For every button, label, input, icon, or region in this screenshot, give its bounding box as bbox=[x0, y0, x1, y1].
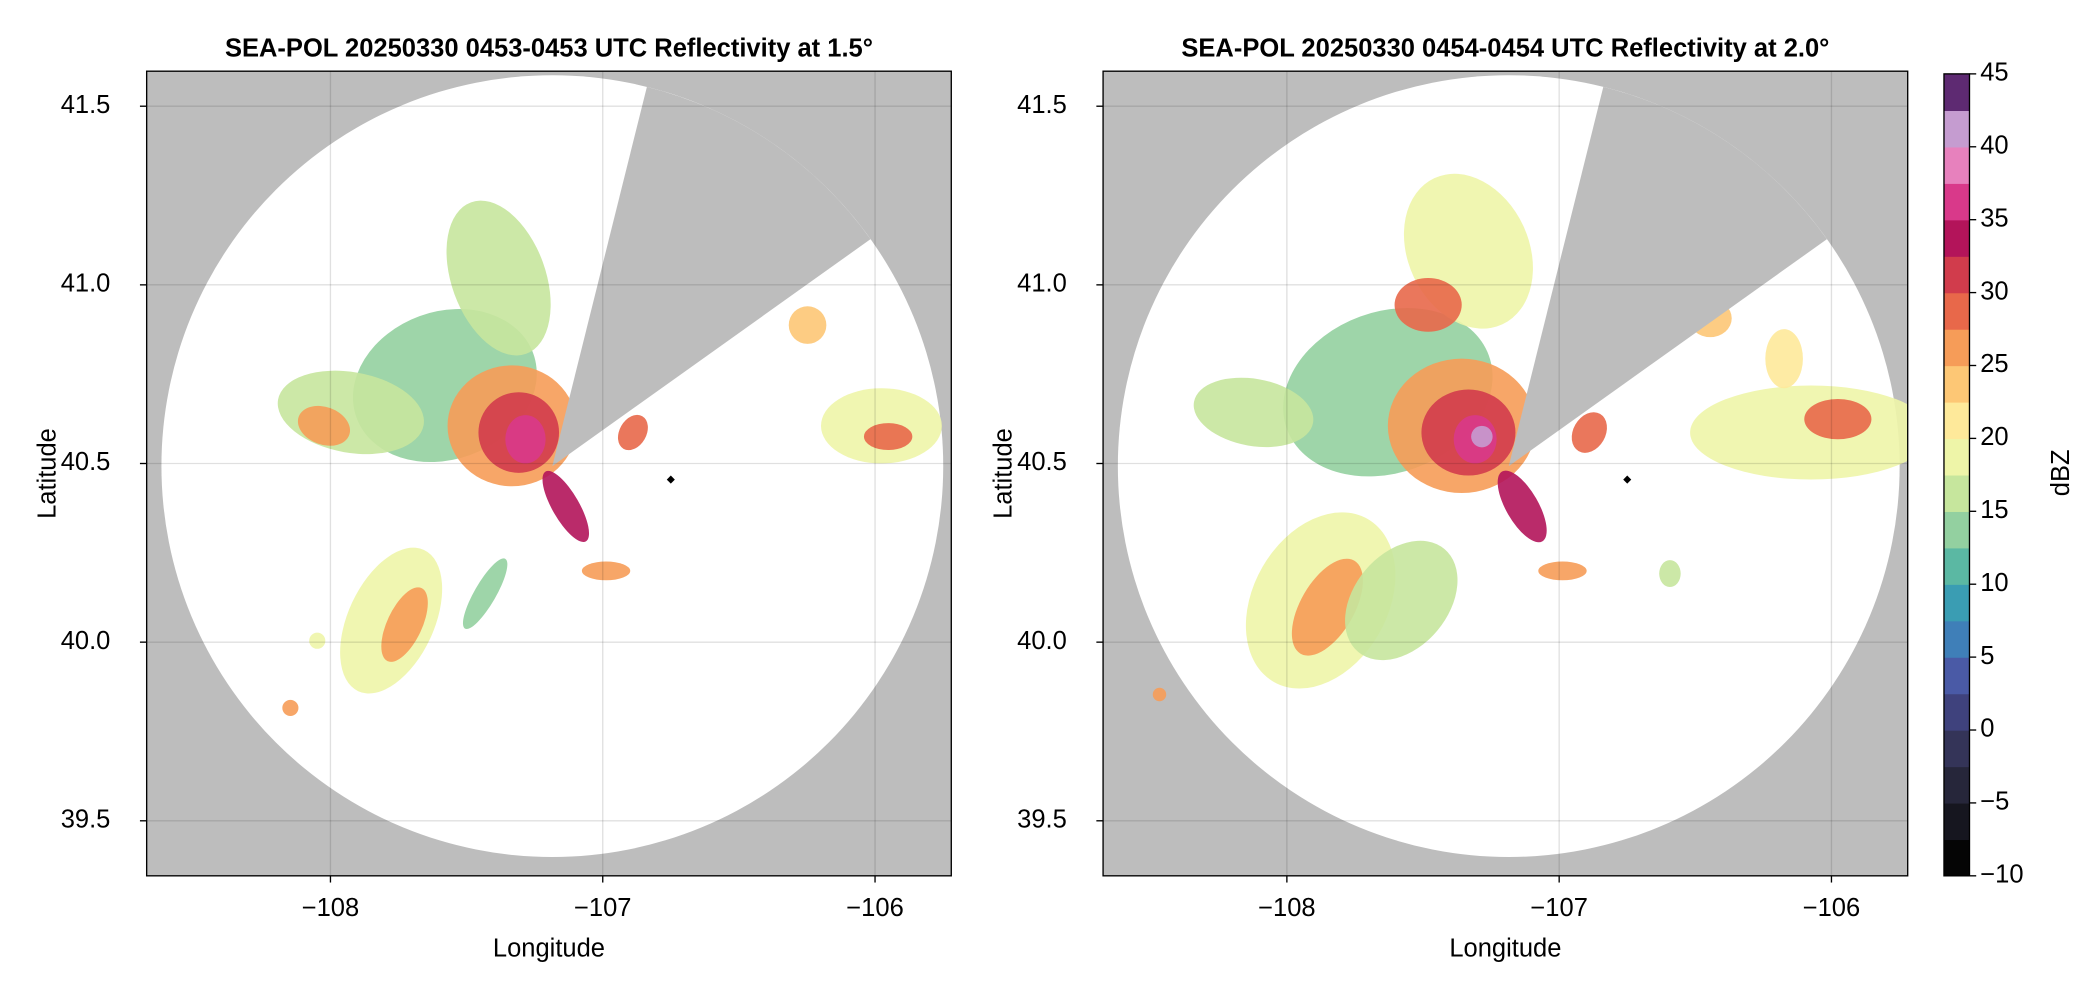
echo bbox=[1804, 398, 1872, 440]
colorbar-segment bbox=[1943, 146, 1970, 184]
y-axis-label: Latitude bbox=[990, 428, 1018, 519]
echo bbox=[462, 558, 508, 630]
colorbar-segment bbox=[1943, 73, 1970, 112]
echo bbox=[617, 414, 648, 451]
colorbar-segment bbox=[1943, 365, 1970, 403]
colorbar-segment bbox=[1943, 329, 1970, 367]
colorbar-segment bbox=[1943, 730, 1970, 768]
colorbar-segment bbox=[1943, 474, 1970, 512]
colorbar-tick-label: −10 bbox=[1980, 861, 2023, 889]
colorbar-segment bbox=[1943, 401, 1970, 440]
echo bbox=[446, 200, 551, 356]
echo bbox=[1659, 560, 1681, 588]
echo bbox=[282, 699, 299, 716]
echo bbox=[581, 561, 631, 581]
echo bbox=[381, 587, 428, 662]
colorbar-frame bbox=[1943, 73, 1971, 877]
echo bbox=[1471, 425, 1493, 448]
chart-title: SEA-POL 20250330 0453-0453 UTC Reflectiv… bbox=[225, 34, 873, 62]
y-tick-label: 41.5 bbox=[61, 91, 111, 119]
x-tick-label: −106 bbox=[846, 894, 903, 922]
y-tick-label: 39.5 bbox=[61, 806, 111, 834]
colorbar-segment bbox=[1943, 620, 1970, 658]
plot-frame bbox=[145, 70, 952, 877]
colorbar-label: dBZ bbox=[2047, 449, 2075, 496]
echo bbox=[297, 405, 351, 446]
chart-title: SEA-POL 20250330 0454-0454 UTC Reflectiv… bbox=[1181, 34, 1829, 62]
y-tick-label: 40.0 bbox=[1017, 627, 1067, 655]
x-tick-label: −108 bbox=[302, 894, 359, 922]
echo bbox=[1690, 385, 1908, 480]
colorbar-segment bbox=[1943, 766, 1970, 804]
colorbar-tick-label: 15 bbox=[1980, 496, 2008, 524]
colorbar-tick-label: 35 bbox=[1980, 204, 2008, 232]
radar-marker bbox=[1623, 475, 1632, 484]
echo bbox=[542, 470, 590, 542]
colorbar-segment bbox=[1943, 292, 1970, 330]
echo bbox=[1538, 561, 1587, 581]
x-axis-label: Longitude bbox=[493, 934, 605, 962]
colorbar-segment bbox=[1943, 547, 1970, 585]
plot-panel: −108 −107 −106 39.5 40.0 40.5 41.0 41.5 SEA-POL … bbox=[33, 34, 952, 962]
blocked-sector bbox=[1508, 86, 1827, 467]
colorbar-segment bbox=[1943, 183, 1970, 221]
colorbar: −10 −5 0 5 10 15 20 25 30 35 40 45 dBZ bbox=[1943, 59, 2075, 889]
echo bbox=[1497, 470, 1547, 543]
colorbar-segment bbox=[1943, 110, 1970, 148]
colorbar-tick-label: 25 bbox=[1980, 350, 2008, 378]
colorbar-segment bbox=[1943, 584, 1970, 622]
plot-panel: −108 −107 −106 39.5 40.0 40.5 41.0 41.5 SEA-POL … bbox=[990, 34, 1909, 962]
echo bbox=[1345, 540, 1458, 661]
colorbar-segment bbox=[1943, 438, 1970, 476]
echo bbox=[505, 415, 546, 464]
colorbar-segment bbox=[1943, 802, 1970, 841]
y-tick-label: 41.0 bbox=[61, 270, 111, 298]
x-axis-label: Longitude bbox=[1449, 934, 1561, 962]
y-tick-label: 41.0 bbox=[1017, 270, 1067, 298]
colorbar-tick-label: 30 bbox=[1980, 277, 2008, 305]
plot-content bbox=[161, 75, 944, 858]
y-tick-label: 40.5 bbox=[1017, 448, 1067, 476]
x-tick-label: −107 bbox=[1530, 894, 1587, 922]
colorbar-tick-label: 20 bbox=[1980, 423, 2008, 451]
colorbar-tick-label: 10 bbox=[1980, 569, 2008, 597]
echo bbox=[863, 423, 913, 450]
blocked-sector bbox=[552, 86, 871, 467]
echo bbox=[1571, 412, 1607, 453]
colorbar-segment bbox=[1943, 511, 1970, 549]
colorbar-tick-label: 5 bbox=[1980, 642, 1994, 670]
y-tick-label: 40.0 bbox=[61, 627, 111, 655]
y-tick-label: 40.5 bbox=[61, 448, 111, 476]
colorbar-tick-label: 45 bbox=[1980, 59, 2008, 87]
colorbar-segment bbox=[1943, 657, 1970, 695]
x-tick-label: −107 bbox=[574, 894, 631, 922]
colorbar-tick-label: −5 bbox=[1980, 788, 2009, 816]
y-tick-label: 39.5 bbox=[1017, 806, 1067, 834]
echo bbox=[788, 306, 827, 344]
colorbar-segment bbox=[1943, 219, 1970, 257]
echo bbox=[1394, 278, 1462, 332]
colorbar-tick-label: 0 bbox=[1980, 715, 1994, 743]
y-axis-label: Latitude bbox=[33, 428, 61, 519]
colorbar-segment bbox=[1943, 256, 1970, 294]
plot-content bbox=[1117, 75, 1908, 858]
x-tick-label: −106 bbox=[1803, 894, 1860, 922]
y-tick-label: 41.5 bbox=[1017, 91, 1067, 119]
colorbar-segment bbox=[1943, 839, 1970, 877]
echo bbox=[1152, 687, 1167, 702]
echoes bbox=[277, 200, 942, 716]
echo bbox=[309, 632, 326, 649]
echo bbox=[1291, 558, 1363, 656]
radar-marker bbox=[666, 475, 675, 484]
echo bbox=[1765, 329, 1803, 389]
echo bbox=[1193, 377, 1314, 448]
colorbar-tick-label: 40 bbox=[1980, 132, 2008, 160]
plot-frame bbox=[1102, 70, 1909, 877]
colorbar-segment bbox=[1943, 693, 1970, 731]
x-tick-label: −108 bbox=[1258, 894, 1315, 922]
